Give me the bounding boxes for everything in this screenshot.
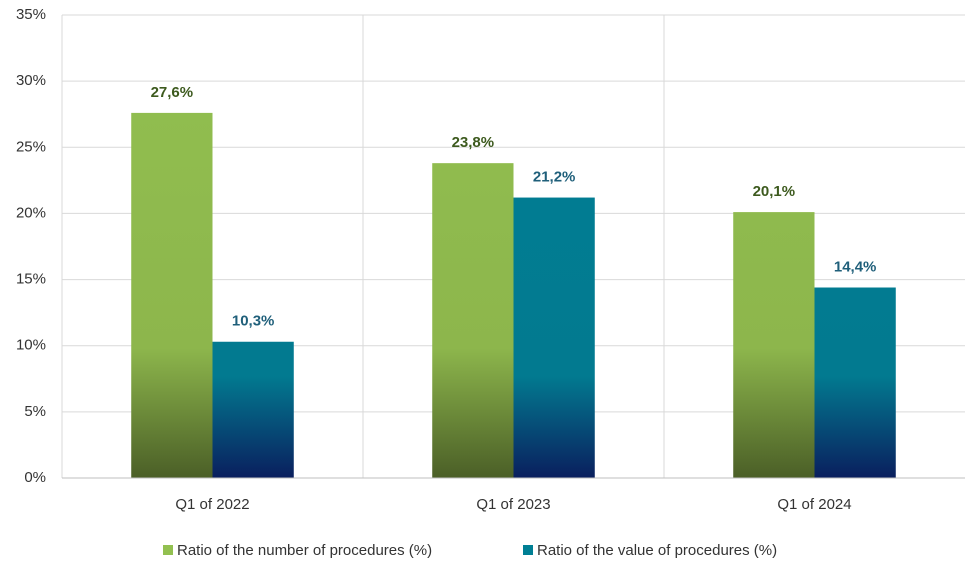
legend-swatch bbox=[163, 545, 173, 555]
bar bbox=[432, 163, 514, 478]
x-tick-label: Q1 of 2024 bbox=[777, 496, 851, 513]
y-tick-label: 15% bbox=[16, 271, 46, 288]
y-tick-label: 20% bbox=[16, 204, 46, 221]
data-label: 21,2% bbox=[533, 169, 576, 186]
bar bbox=[814, 287, 896, 478]
legend-label: Ratio of the number of procedures (%) bbox=[177, 542, 432, 559]
y-tick-label: 25% bbox=[16, 138, 46, 155]
data-label: 14,4% bbox=[834, 258, 877, 275]
bar bbox=[131, 112, 213, 479]
legend-swatch bbox=[523, 545, 533, 555]
y-tick-label: 10% bbox=[16, 337, 46, 354]
bar bbox=[513, 197, 595, 478]
y-tick-label: 5% bbox=[24, 403, 46, 420]
x-tick-label: Q1 of 2022 bbox=[175, 496, 249, 513]
y-tick-label: 35% bbox=[16, 6, 46, 23]
data-label: 23,8% bbox=[452, 134, 495, 151]
legend-label: Ratio of the value of procedures (%) bbox=[537, 542, 777, 559]
y-tick-label: 0% bbox=[24, 469, 46, 486]
bar bbox=[212, 341, 294, 478]
data-label: 27,6% bbox=[151, 84, 194, 101]
x-tick-label: Q1 of 2023 bbox=[476, 496, 550, 513]
data-label: 10,3% bbox=[232, 313, 275, 330]
data-label: 20,1% bbox=[753, 183, 796, 200]
y-tick-label: 30% bbox=[16, 72, 46, 89]
bar bbox=[733, 212, 815, 478]
